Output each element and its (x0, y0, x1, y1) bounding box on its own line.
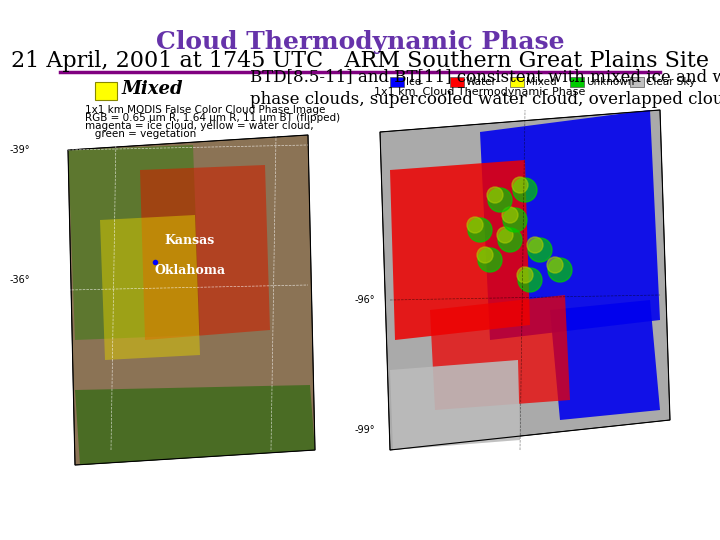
Circle shape (478, 248, 502, 272)
Circle shape (512, 177, 528, 193)
FancyBboxPatch shape (450, 77, 464, 87)
Circle shape (528, 238, 552, 262)
Text: Unknown: Unknown (586, 77, 634, 87)
Circle shape (548, 258, 572, 282)
Circle shape (497, 227, 513, 243)
Polygon shape (550, 300, 660, 420)
Text: RGB = 0.65 μm R, 1.64 μm R, 11 μm BT (flipped): RGB = 0.65 μm R, 1.64 μm R, 11 μm BT (fl… (85, 113, 340, 123)
Text: Kansas: Kansas (165, 233, 215, 246)
Text: BTD[8.5-11] and BT[11] consistent with mixed ice and water
phase clouds, superco: BTD[8.5-11] and BT[11] consistent with m… (250, 69, 720, 107)
Circle shape (487, 187, 503, 203)
Text: green = vegetation: green = vegetation (85, 129, 197, 139)
Text: -96°: -96° (354, 295, 375, 305)
Polygon shape (68, 145, 200, 340)
Polygon shape (480, 110, 660, 340)
Text: 1x1 km  Cloud Thermodynamic Phase: 1x1 km Cloud Thermodynamic Phase (374, 87, 585, 97)
Text: -36°: -36° (9, 275, 30, 285)
Text: Mixed: Mixed (122, 80, 184, 98)
Text: 1x1 km MODIS False Color Cloud Phase Image: 1x1 km MODIS False Color Cloud Phase Ima… (85, 105, 325, 115)
Text: Cloud Thermodynamic Phase: Cloud Thermodynamic Phase (156, 30, 564, 54)
Polygon shape (390, 160, 530, 340)
Text: Ice: Ice (406, 77, 421, 87)
Polygon shape (390, 360, 520, 450)
Text: Mixed: Mixed (526, 77, 557, 87)
Circle shape (547, 257, 563, 273)
Circle shape (503, 208, 527, 232)
Text: -99°: -99° (354, 425, 375, 435)
Circle shape (527, 237, 543, 253)
Circle shape (518, 268, 542, 292)
Text: Clear Sky: Clear Sky (646, 77, 696, 87)
Circle shape (513, 178, 537, 202)
Polygon shape (68, 135, 315, 465)
Text: 21 April, 2001 at 1745 UTC   ARM Southern Great Plains Site: 21 April, 2001 at 1745 UTC ARM Southern … (11, 50, 709, 72)
Text: magenta = ice cloud, yellow = water cloud,: magenta = ice cloud, yellow = water clou… (85, 121, 314, 131)
Circle shape (488, 188, 512, 212)
Polygon shape (380, 110, 670, 450)
Circle shape (502, 207, 518, 223)
Circle shape (467, 217, 483, 233)
FancyBboxPatch shape (390, 77, 404, 87)
Circle shape (517, 267, 533, 283)
Text: Oklahoma: Oklahoma (154, 264, 225, 276)
Circle shape (477, 247, 493, 263)
FancyBboxPatch shape (570, 77, 584, 87)
Polygon shape (430, 295, 570, 410)
FancyBboxPatch shape (510, 77, 524, 87)
FancyBboxPatch shape (630, 77, 644, 87)
Text: Water: Water (466, 77, 497, 87)
Circle shape (498, 228, 522, 252)
FancyBboxPatch shape (95, 82, 117, 100)
Circle shape (468, 218, 492, 242)
Polygon shape (100, 215, 200, 360)
Text: -39°: -39° (9, 145, 30, 155)
Polygon shape (140, 165, 270, 340)
Polygon shape (75, 385, 315, 465)
